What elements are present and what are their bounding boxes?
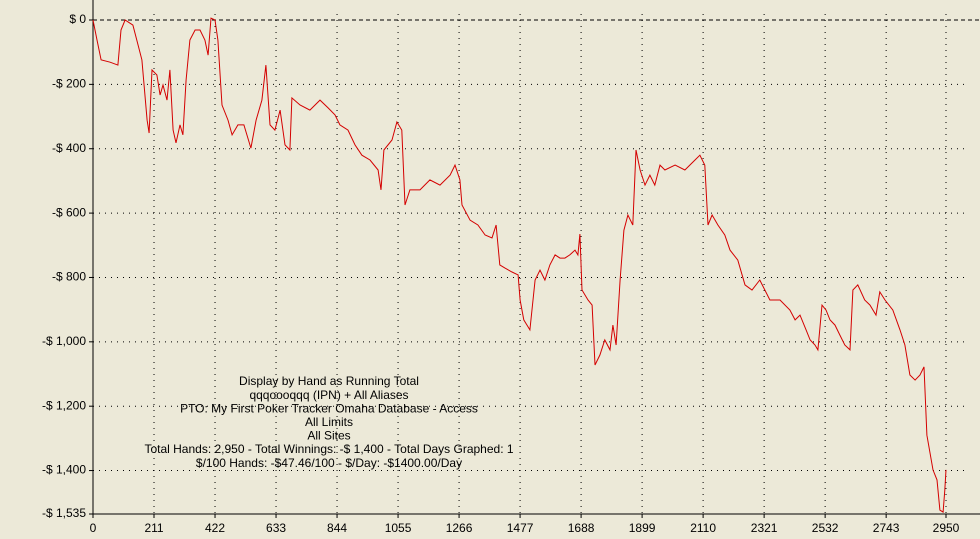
y-tick-label: -$ 800	[52, 270, 86, 284]
y-tick-label: -$ 400	[52, 141, 86, 155]
annotation: PTO: My First Poker Tracker Omaha Databa…	[180, 401, 478, 415]
y-tick-label: -$ 600	[52, 205, 86, 219]
y-tick-label: -$ 200	[52, 77, 86, 91]
x-tick-label: 2532	[812, 521, 839, 535]
line-series	[92, 17, 947, 513]
y-tick-label: -$ 1,535	[42, 506, 86, 520]
annotation: All Limits	[305, 415, 353, 429]
y-tick-label: $ 0	[69, 12, 86, 26]
x-tick-label: 2950	[933, 521, 960, 535]
annotation-block: Display by Hand as Running Totalqqqoooqq…	[144, 374, 513, 470]
x-tick-label: 0	[90, 521, 97, 535]
x-tick-label: 1055	[385, 521, 412, 535]
x-tick-label: 1899	[629, 521, 656, 535]
x-tick-label: 2110	[690, 521, 716, 535]
x-tick-label: 844	[327, 521, 347, 535]
x-tick-label: 211	[144, 521, 163, 535]
x-tick-label: 2743	[873, 521, 900, 535]
x-tick-label: 422	[205, 521, 225, 535]
annotation: Total Hands: 2,950 - Total Winnings: -$ …	[144, 442, 513, 456]
y-tick-label: -$ 1,400	[42, 463, 86, 477]
annotation: qqqoooqqq (IPN) + All Aliases	[249, 388, 408, 402]
x-tick-label: 1266	[446, 521, 473, 535]
annotation: Display by Hand as Running Total	[239, 374, 419, 388]
y-tick-label: -$ 1,000	[42, 334, 86, 348]
annotation: All Sites	[307, 429, 350, 443]
x-tick-label: 2321	[751, 521, 778, 535]
x-tick-label: 1477	[507, 521, 534, 535]
x-tick-label: 1688	[568, 521, 595, 535]
y-tick-label: -$ 1,200	[42, 398, 86, 412]
x-tick-label: 633	[266, 521, 286, 535]
annotation: $/100 Hands: -$47.46/100 - $/Day: -$1400…	[196, 456, 462, 470]
